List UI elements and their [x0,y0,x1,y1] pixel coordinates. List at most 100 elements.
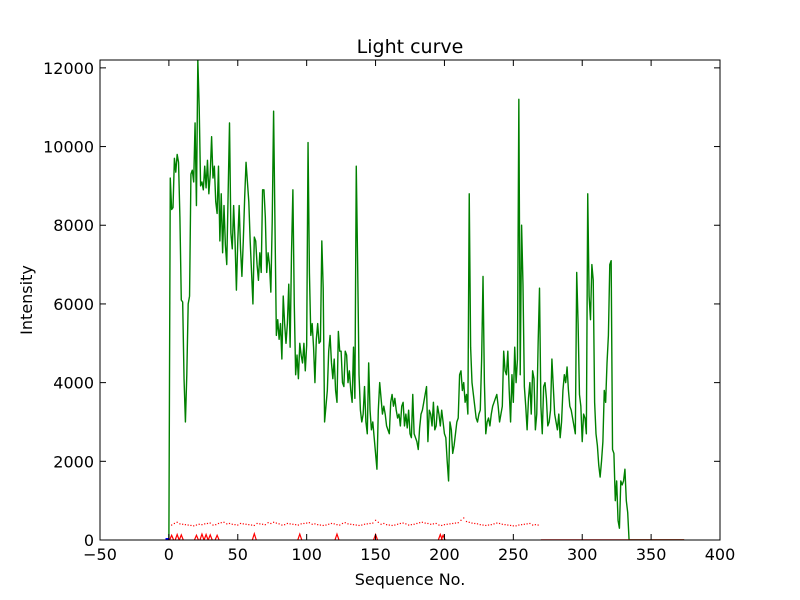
series-point [518,524,520,526]
series-point [333,523,335,525]
x-axis-label: Sequence No. [355,570,466,589]
series-point [427,522,429,525]
series-point [361,524,363,526]
y-tick-label: 12000 [43,59,94,78]
series-point [421,521,423,523]
y-tick-label: 2000 [53,452,94,471]
series-point [512,525,514,527]
series-point [529,522,531,525]
series-point [286,522,288,525]
series-point [385,524,388,526]
y-tick-label: 0 [84,531,94,550]
series-point [358,524,360,527]
series-point [391,524,393,527]
series-point [416,522,418,525]
series-point [328,523,330,525]
series-point [195,524,198,526]
series-point [487,524,490,526]
series-point [446,523,448,525]
series-spike [214,533,220,540]
series-point [330,522,333,525]
series-point [187,524,189,526]
series-point [284,524,286,526]
series-point [408,524,410,526]
series-point [424,522,426,524]
series-point [490,524,492,526]
series-point [460,519,462,521]
series-point [366,523,368,525]
series-point [239,522,242,525]
x-tick-label: 250 [498,545,529,564]
series-point [515,525,517,527]
x-tick-label: 400 [705,545,736,564]
series-point [454,522,457,524]
series-point [355,524,357,526]
y-tick-label: 6000 [53,295,94,314]
series-point [474,522,476,525]
series-point [339,524,341,526]
series-point [410,524,412,526]
series-point [523,523,525,525]
series-point [534,524,536,526]
series-spike [297,532,303,540]
x-tick-label: 150 [360,545,391,564]
series-point [270,522,272,525]
x-tick-label: 0 [164,545,174,564]
series-point [377,521,379,523]
series-point [176,521,178,523]
series-point [303,522,305,525]
series-line-green [168,60,685,540]
series-point [479,524,481,526]
series-point [209,522,211,524]
series-point [471,522,473,524]
series-point [253,524,255,527]
series-point [344,522,346,524]
chart-title: Light curve [357,36,464,58]
series-spike [193,533,199,540]
x-tick-label: 200 [429,545,460,564]
series-point [248,524,250,526]
series-point [438,524,440,526]
series-point [234,524,236,526]
series-point [250,524,253,526]
series-point [521,524,523,526]
series-point [217,522,220,525]
series-point [449,523,451,525]
series-point [399,522,401,525]
series-point [223,521,225,523]
y-tick-label: 10000 [43,138,94,157]
series-point [402,522,404,524]
series-point [388,524,390,526]
series-point [264,524,266,526]
series-point [537,524,539,526]
series-point [485,524,487,527]
series-point [206,522,209,525]
series-point [278,523,280,525]
series-point [383,522,385,525]
series-spike [207,533,213,540]
series-point [198,523,200,525]
series-point [463,517,465,519]
series-marker-blue [165,538,170,540]
series-points-red [168,517,539,540]
series-point [193,525,195,527]
series-point [204,523,206,525]
series-point [501,523,503,525]
y-axis: 0 2000 4000 6000 8000 10000 12000 [43,59,720,550]
series-point [435,522,437,525]
x-tick-label: 50 [228,545,248,564]
series-spike [251,531,257,540]
series-point [363,523,366,525]
y-axis-label: Intensity [17,265,36,335]
series-point [289,523,291,525]
series-point [259,523,261,525]
x-tick-label: −50 [83,545,117,564]
series-point [228,522,231,525]
plot-frame [99,59,721,541]
series-point [526,523,528,525]
x-tick-label: 300 [567,545,598,564]
series-point [281,524,283,526]
series-point [215,524,217,526]
y-tick-label: 8000 [53,216,94,235]
series-point [369,522,371,525]
